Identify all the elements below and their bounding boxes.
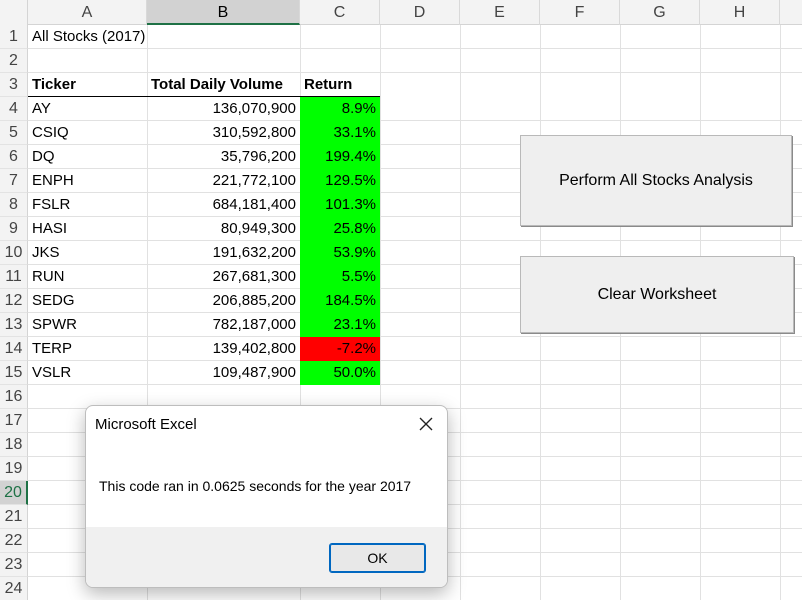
grid-line bbox=[28, 192, 802, 193]
volume-cell[interactable]: 80,949,300 bbox=[220, 220, 296, 237]
return-cell[interactable]: 5.5% bbox=[300, 265, 380, 289]
grid-line bbox=[28, 240, 802, 241]
row-header-11[interactable]: 11 bbox=[0, 265, 28, 289]
row-header-15[interactable]: 15 bbox=[0, 361, 28, 385]
ticker-cell[interactable]: SPWR bbox=[32, 316, 77, 333]
grid-line bbox=[28, 312, 802, 313]
row-header-5[interactable]: 5 bbox=[0, 121, 28, 145]
message-dialog: Microsoft Excel This code ran in 0.0625 … bbox=[85, 405, 448, 588]
row-header-14[interactable]: 14 bbox=[0, 337, 28, 361]
row-header-8[interactable]: 8 bbox=[0, 193, 28, 217]
row-header-21[interactable]: 21 bbox=[0, 505, 28, 529]
column-header-a[interactable]: A bbox=[28, 0, 147, 25]
volume-cell[interactable]: 684,181,400 bbox=[212, 196, 296, 213]
grid-line bbox=[28, 48, 802, 49]
row-header-16[interactable]: 16 bbox=[0, 385, 28, 409]
column-header-d[interactable]: D bbox=[380, 0, 460, 25]
dialog-footer: OK bbox=[86, 527, 447, 587]
row-header-23[interactable]: 23 bbox=[0, 553, 28, 577]
grid-line bbox=[28, 336, 802, 337]
return-cell[interactable]: -7.2% bbox=[300, 337, 380, 361]
grid-line bbox=[28, 384, 802, 385]
return-cell[interactable]: 129.5% bbox=[300, 169, 380, 193]
header-border bbox=[28, 96, 380, 97]
volume-cell[interactable]: 139,402,800 bbox=[212, 340, 296, 357]
return-cell[interactable]: 33.1% bbox=[300, 121, 380, 145]
grid-line bbox=[28, 264, 802, 265]
volume-cell[interactable]: 782,187,000 bbox=[212, 316, 296, 333]
ticker-cell[interactable]: CSIQ bbox=[32, 124, 69, 141]
column-header-h[interactable]: H bbox=[700, 0, 780, 25]
row-header-2[interactable]: 2 bbox=[0, 49, 28, 73]
column-header-row bbox=[0, 0, 802, 25]
row-header-18[interactable]: 18 bbox=[0, 433, 28, 457]
ticker-cell[interactable]: HASI bbox=[32, 220, 68, 237]
volume-cell[interactable]: 136,070,900 bbox=[212, 100, 296, 117]
row-header-10[interactable]: 10 bbox=[0, 241, 28, 265]
column-header-c[interactable]: C bbox=[300, 0, 380, 25]
volume-cell[interactable]: 267,681,300 bbox=[212, 268, 296, 285]
column-header-e[interactable]: E bbox=[460, 0, 540, 25]
return-cell[interactable]: 184.5% bbox=[300, 289, 380, 313]
volume-cell[interactable]: 221,772,100 bbox=[212, 172, 296, 189]
ticker-cell[interactable]: ENPH bbox=[32, 172, 74, 189]
volume-cell[interactable]: 191,632,200 bbox=[212, 244, 296, 261]
row-header-4[interactable]: 4 bbox=[0, 97, 28, 121]
grid-line bbox=[28, 72, 802, 73]
header-return[interactable]: Return bbox=[304, 76, 353, 93]
ticker-cell[interactable]: VSLR bbox=[32, 364, 72, 381]
grid-line bbox=[28, 168, 802, 169]
volume-cell[interactable]: 109,487,900 bbox=[212, 364, 296, 381]
volume-cell[interactable]: 310,592,800 bbox=[212, 124, 296, 141]
row-header-22[interactable]: 22 bbox=[0, 529, 28, 553]
grid-line bbox=[28, 216, 802, 217]
row-header-13[interactable]: 13 bbox=[0, 313, 28, 337]
grid-line bbox=[28, 144, 802, 145]
ticker-cell[interactable]: SEDG bbox=[32, 292, 75, 309]
row-header-19[interactable]: 19 bbox=[0, 457, 28, 481]
dialog-message: This code ran in 0.0625 seconds for the … bbox=[99, 478, 412, 494]
column-header-f[interactable]: F bbox=[540, 0, 620, 25]
row-header-9[interactable]: 9 bbox=[0, 217, 28, 241]
ticker-cell[interactable]: AY bbox=[32, 100, 51, 117]
return-cell[interactable]: 101.3% bbox=[300, 193, 380, 217]
return-cell[interactable]: 23.1% bbox=[300, 313, 380, 337]
dialog-title: Microsoft Excel bbox=[95, 416, 197, 433]
close-icon[interactable] bbox=[415, 413, 437, 435]
ticker-cell[interactable]: FSLR bbox=[32, 196, 71, 213]
volume-cell[interactable]: 35,796,200 bbox=[220, 148, 296, 165]
ticker-cell[interactable]: JKS bbox=[32, 244, 60, 261]
grid-line bbox=[28, 120, 802, 121]
grid-line bbox=[28, 288, 802, 289]
clear-worksheet-button[interactable]: Clear Worksheet bbox=[520, 256, 794, 333]
row-header-3[interactable]: 3 bbox=[0, 73, 28, 97]
return-cell[interactable]: 50.0% bbox=[300, 361, 380, 385]
column-header-b[interactable]: B bbox=[147, 0, 300, 25]
row-header-6[interactable]: 6 bbox=[0, 145, 28, 169]
sheet-title[interactable]: All Stocks (2017) bbox=[32, 28, 146, 45]
header-volume[interactable]: Total Daily Volume bbox=[151, 76, 283, 93]
select-all-corner[interactable] bbox=[0, 0, 28, 25]
ticker-cell[interactable]: TERP bbox=[32, 340, 73, 357]
close-icon-glyph bbox=[419, 417, 433, 431]
ok-button[interactable]: OK bbox=[329, 543, 426, 573]
ticker-cell[interactable]: RUN bbox=[32, 268, 65, 285]
row-header-24[interactable]: 24 bbox=[0, 577, 28, 600]
return-cell[interactable]: 199.4% bbox=[300, 145, 380, 169]
row-header-20[interactable]: 20 bbox=[0, 481, 28, 505]
return-cell[interactable]: 25.8% bbox=[300, 217, 380, 241]
row-header-12[interactable]: 12 bbox=[0, 289, 28, 313]
volume-cell[interactable]: 206,885,200 bbox=[212, 292, 296, 309]
row-header-1[interactable]: 1 bbox=[0, 25, 28, 49]
row-header-17[interactable]: 17 bbox=[0, 409, 28, 433]
return-cell[interactable]: 8.9% bbox=[300, 97, 380, 121]
header-ticker[interactable]: Ticker bbox=[32, 76, 76, 93]
grid-line bbox=[28, 360, 802, 361]
return-cell[interactable]: 53.9% bbox=[300, 241, 380, 265]
column-header-g[interactable]: G bbox=[620, 0, 700, 25]
ticker-cell[interactable]: DQ bbox=[32, 148, 55, 165]
row-header-7[interactable]: 7 bbox=[0, 169, 28, 193]
perform-analysis-button[interactable]: Perform All Stocks Analysis bbox=[520, 135, 792, 226]
